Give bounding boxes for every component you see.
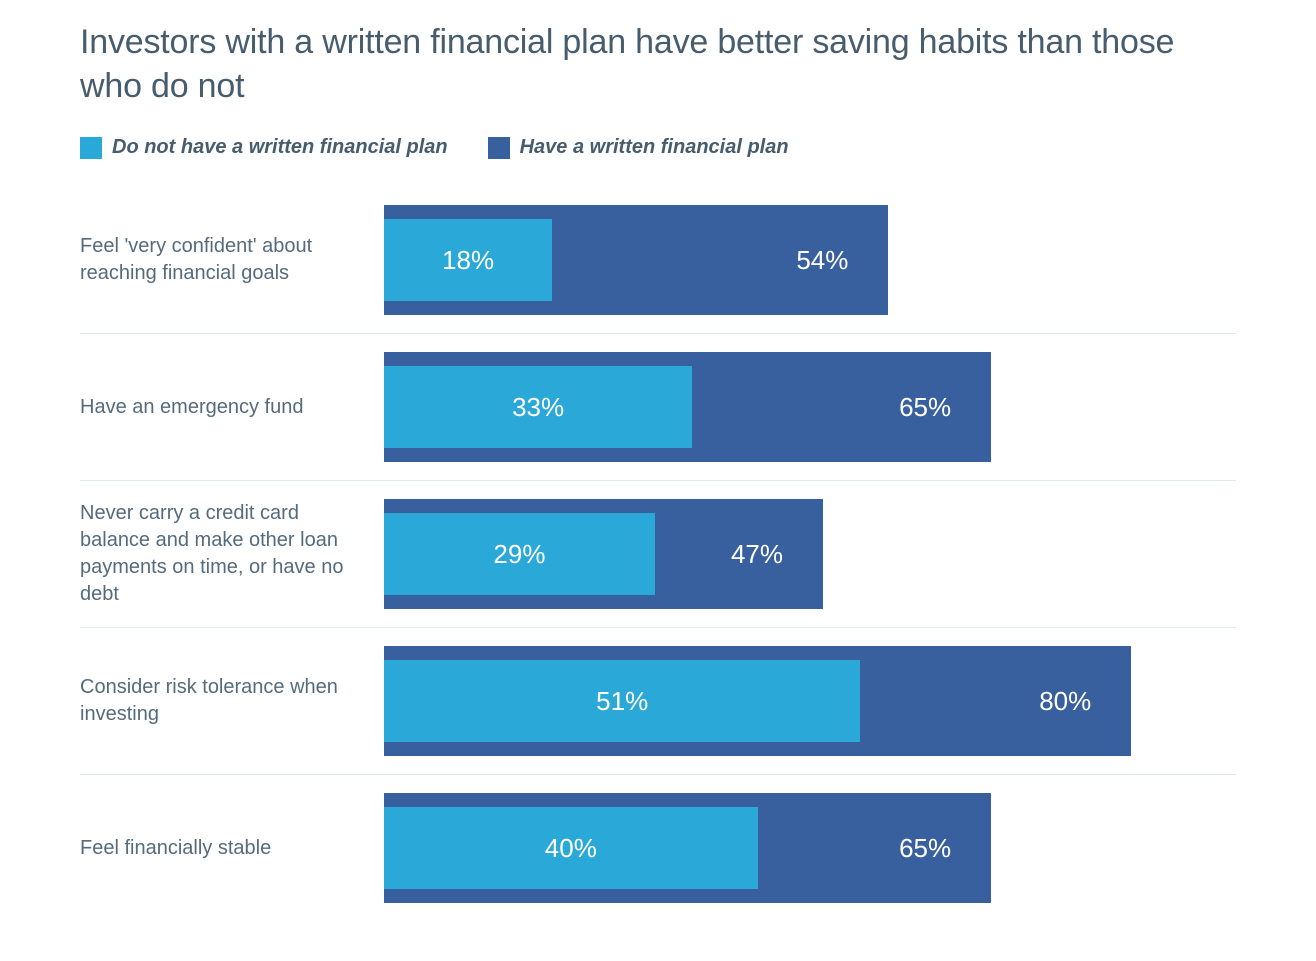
bar-area: 80% 51% (384, 646, 1236, 756)
bar-no-plan-value: 18% (442, 245, 494, 276)
legend-label-have-plan: Have a written financial plan (520, 136, 789, 159)
bar-no-plan: 33% (384, 366, 692, 448)
bar-area: 47% 29% (384, 499, 1236, 609)
chart-row: Never carry a credit card balance and ma… (80, 481, 1236, 628)
bar-have-plan-value: 80% (1039, 686, 1091, 717)
chart-row: Feel financially stable 65% 40% (80, 775, 1236, 921)
chart-row: Feel 'very confident' about reaching fin… (80, 187, 1236, 334)
bar-no-plan: 40% (384, 807, 758, 889)
bar-have-plan-value: 65% (899, 392, 951, 423)
bar-area: 54% 18% (384, 205, 1236, 315)
bar-area: 65% 40% (384, 793, 1236, 903)
legend: Do not have a written financial plan Hav… (80, 136, 1236, 159)
legend-item-no-plan: Do not have a written financial plan (80, 136, 448, 159)
row-label: Feel financially stable (80, 835, 360, 862)
chart-rows: Feel 'very confident' about reaching fin… (80, 187, 1236, 921)
chart-row: Have an emergency fund 65% 33% (80, 334, 1236, 481)
bar-no-plan: 29% (384, 513, 655, 595)
bar-have-plan-value: 54% (796, 245, 848, 276)
legend-item-have-plan: Have a written financial plan (488, 136, 789, 159)
bar-no-plan-value: 40% (545, 833, 597, 864)
legend-swatch-no-plan (80, 137, 102, 159)
bar-have-plan-value: 65% (899, 833, 951, 864)
bar-no-plan-value: 33% (512, 392, 564, 423)
bar-no-plan: 51% (384, 660, 860, 742)
bar-no-plan-value: 51% (596, 686, 648, 717)
legend-swatch-have-plan (488, 137, 510, 159)
row-label: Never carry a credit card balance and ma… (80, 500, 360, 608)
bar-no-plan: 18% (384, 219, 552, 301)
chart-row: Consider risk tolerance when investing 80… (80, 628, 1236, 775)
row-label: Consider risk tolerance when investing (80, 674, 360, 728)
bar-area: 65% 33% (384, 352, 1236, 462)
bar-have-plan-value: 47% (731, 539, 783, 570)
legend-label-no-plan: Do not have a written financial plan (112, 136, 448, 159)
chart-title: Investors with a written financial plan … (80, 20, 1236, 108)
bar-no-plan-value: 29% (493, 539, 545, 570)
row-label: Have an emergency fund (80, 394, 360, 421)
row-label: Feel 'very confident' about reaching fin… (80, 233, 360, 287)
